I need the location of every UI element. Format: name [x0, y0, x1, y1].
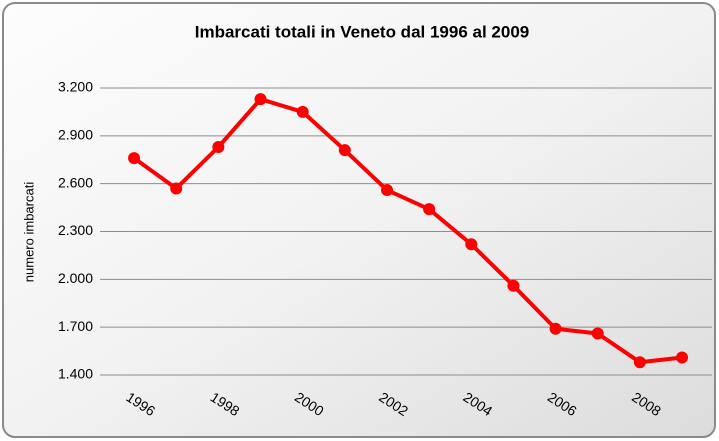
marker: [338, 144, 351, 157]
marker: [128, 152, 141, 165]
marker: [380, 184, 393, 197]
marker: [296, 105, 309, 118]
y-tick-label: 2.300: [58, 222, 93, 238]
marker: [633, 356, 646, 369]
y-tick-label: 2.600: [58, 174, 93, 190]
marker: [507, 279, 520, 292]
y-tick-label: 1.700: [58, 318, 93, 334]
marker: [591, 327, 604, 340]
marker: [170, 182, 183, 195]
marker: [549, 322, 562, 335]
y-tick-label: 2.900: [58, 127, 93, 143]
marker: [212, 140, 225, 153]
marker: [465, 238, 478, 251]
y-tick-label: 1.400: [58, 366, 93, 382]
y-axis-label: numero imbarcati: [21, 182, 36, 283]
marker: [423, 203, 436, 216]
marker: [676, 351, 689, 364]
y-tick-label: 3.200: [58, 79, 93, 95]
y-tick-label: 2.000: [58, 270, 93, 286]
marker: [254, 93, 267, 106]
chart-title: Imbarcati totali in Veneto dal 1996 al 2…: [195, 22, 529, 41]
line: [132, 97, 683, 365]
